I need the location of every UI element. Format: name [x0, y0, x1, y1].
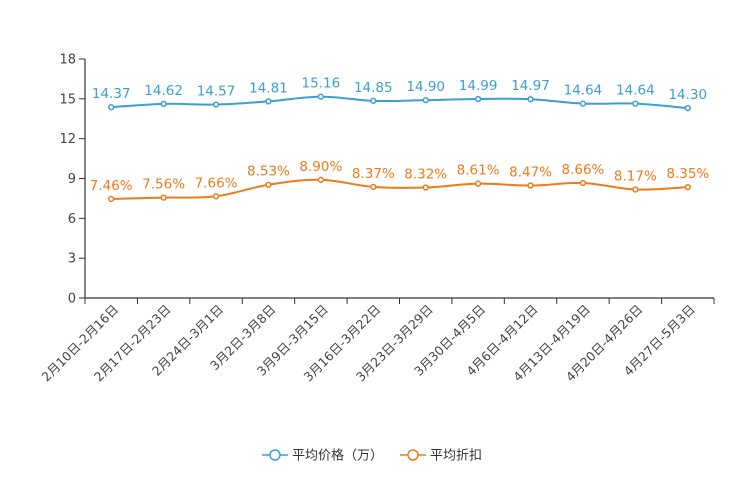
data-point [212, 101, 220, 108]
series-line [111, 95, 688, 110]
data-label: 14.37 [92, 86, 131, 102]
data-point [684, 104, 691, 112]
data-point [684, 183, 691, 191]
legend-marker-icon [407, 449, 419, 461]
data-label: 14.97 [511, 78, 550, 94]
data-label: 8.35% [666, 166, 709, 182]
data-label: 7.56% [142, 177, 185, 193]
data-label: 14.30 [668, 87, 707, 103]
data-label: 8.61% [457, 163, 500, 179]
data-label: 8.47% [509, 165, 552, 181]
data-point [632, 100, 639, 107]
data-point [632, 186, 639, 193]
legend-label: 平均价格（万） [292, 448, 383, 464]
data-label: 14.62 [144, 83, 183, 99]
data-point [160, 194, 167, 201]
data-label: 8.32% [404, 167, 447, 183]
y-tick-label: 12 [59, 132, 76, 147]
data-point [579, 100, 587, 107]
data-point [108, 195, 115, 203]
axes: 03691215182月10日-2月16日2月17日-2月23日2月24日-3月… [38, 53, 715, 384]
series-line [111, 178, 688, 200]
data-point [317, 176, 325, 183]
series-discount [108, 176, 691, 203]
data-point [317, 93, 325, 100]
y-tick-label: 15 [59, 92, 76, 107]
legend-item-price[interactable]: 平均价格（万） [262, 448, 383, 464]
data-point [212, 193, 220, 200]
data-label: 14.81 [249, 80, 288, 96]
data-point [527, 182, 534, 189]
data-point [422, 184, 429, 191]
legend-item-discount[interactable]: 平均折扣 [400, 449, 482, 464]
y-tick-label: 6 [68, 212, 76, 227]
y-tick-label: 0 [68, 292, 76, 307]
data-label: 8.37% [352, 166, 395, 182]
data-label: 14.64 [616, 83, 655, 99]
data-label: 14.99 [459, 78, 498, 94]
data-point [160, 100, 167, 108]
data-point [108, 104, 115, 111]
data-label: 7.46% [90, 178, 133, 194]
data-point [527, 96, 534, 103]
data-label: 8.17% [614, 169, 657, 185]
legend-marker-icon [269, 449, 281, 461]
data-label: 8.90% [299, 159, 342, 175]
y-tick-label: 18 [59, 53, 76, 68]
series-price [108, 93, 691, 112]
data-point [579, 179, 587, 187]
data-label: 14.64 [564, 83, 603, 99]
data-label: 14.90 [406, 79, 445, 95]
data-point [265, 181, 272, 188]
data-point [474, 180, 482, 187]
data-point [265, 98, 272, 105]
data-label: 7.66% [195, 175, 238, 191]
y-tick-label: 9 [68, 172, 76, 187]
series-layer [108, 93, 691, 203]
data-label: 14.57 [197, 84, 236, 100]
data-point [370, 97, 377, 104]
legend-label: 平均折扣 [430, 449, 482, 464]
data-label: 15.16 [302, 76, 341, 92]
data-label: 14.85 [354, 80, 393, 96]
data-label: 8.66% [562, 162, 605, 178]
data-point [474, 95, 482, 103]
legend[interactable]: 平均价格（万） 平均折扣 [262, 448, 482, 464]
data-label: 8.53% [247, 164, 290, 180]
data-point [370, 183, 377, 191]
y-tick-label: 3 [68, 252, 76, 267]
data-point [422, 97, 429, 104]
data-labels: 14.37 14.62 14.57 14.81 15.16 14.85 14.90 14.99… [90, 76, 710, 194]
